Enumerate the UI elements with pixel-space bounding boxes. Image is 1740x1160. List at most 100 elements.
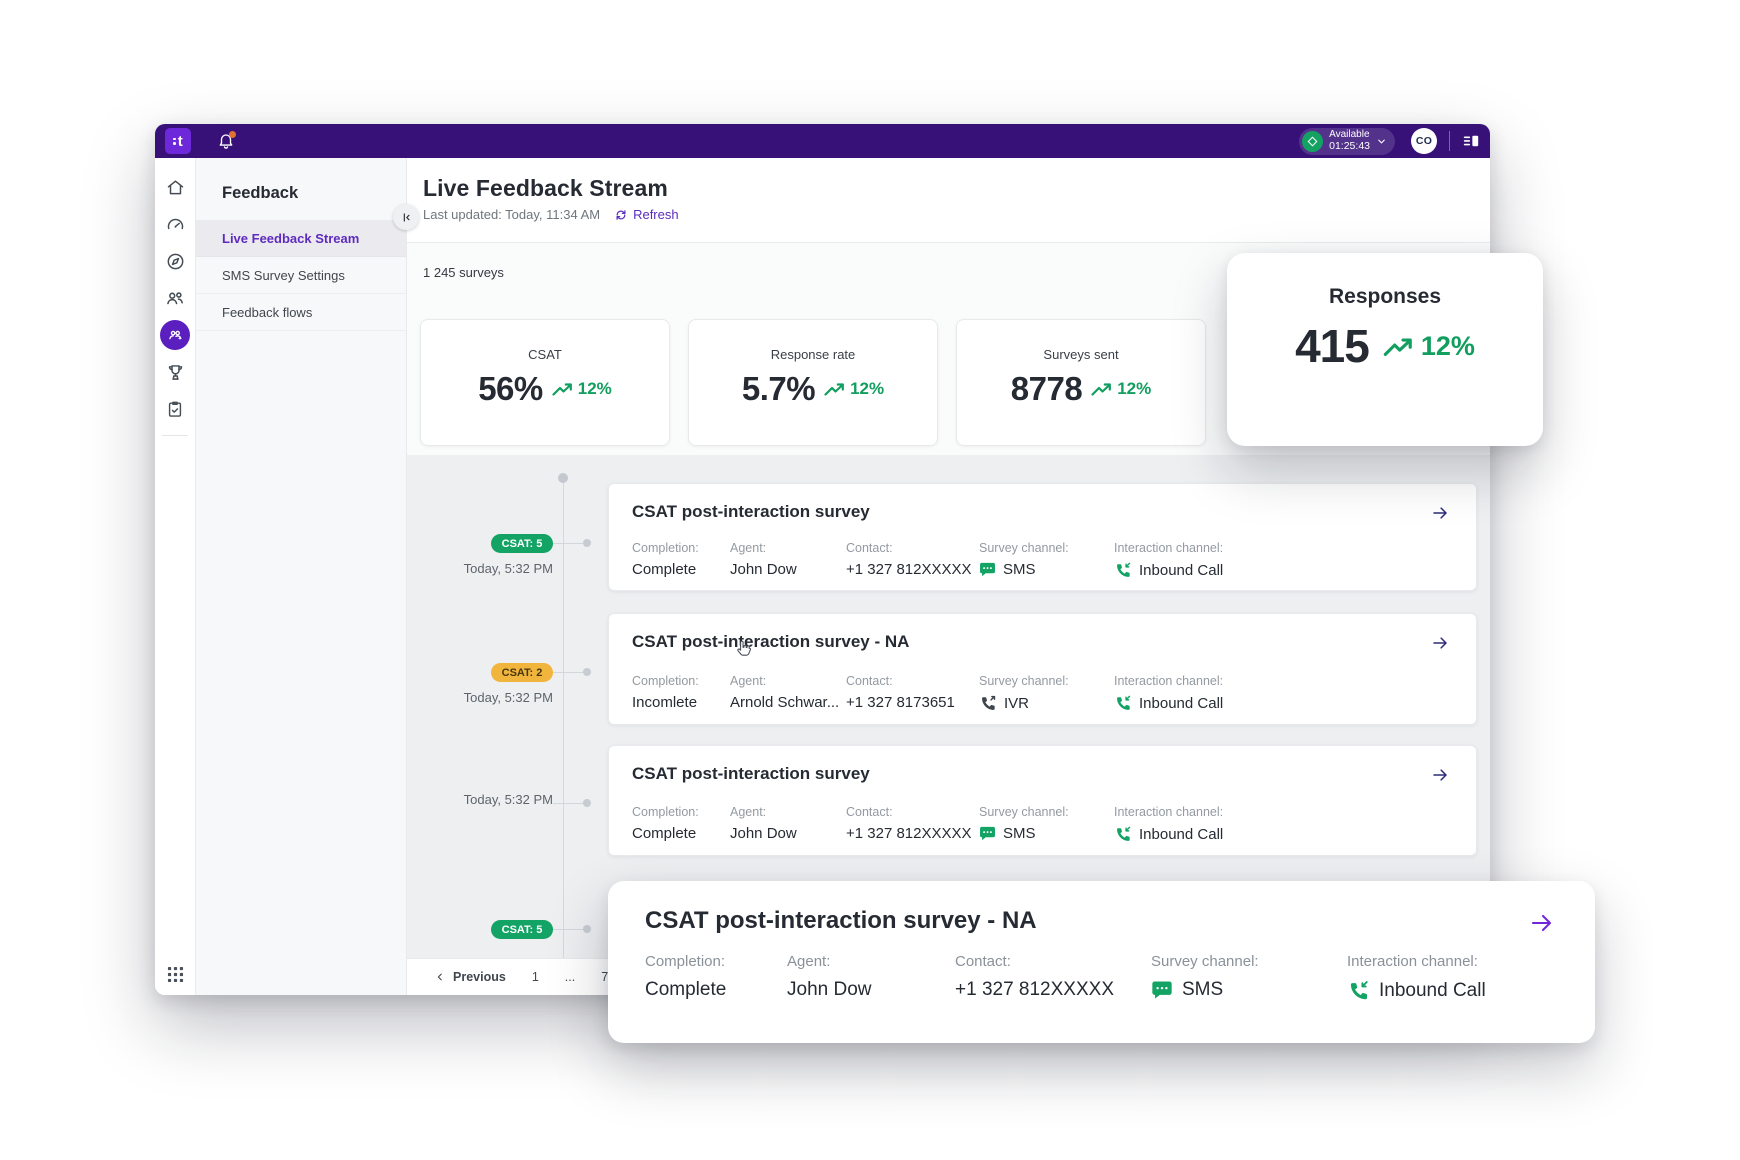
field-label: Interaction channel: [1114, 541, 1224, 555]
responses-trend: 12% [1420, 330, 1475, 361]
field-label: Agent: [787, 953, 831, 970]
status-timer: 01:25:43 [1329, 139, 1370, 152]
field-label: Survey channel: [979, 541, 1069, 555]
stat-value: 5.7% [741, 370, 816, 407]
feedback-icon-active[interactable] [160, 320, 190, 350]
available-status-icon [1302, 130, 1324, 152]
field-label: Contact: [955, 953, 1011, 970]
field-label: Agent: [730, 541, 767, 555]
field-label: Completion: [632, 805, 699, 819]
notifications-button[interactable] [217, 131, 236, 151]
field-label: Contact: [846, 805, 893, 819]
stat-card-surveys-sent[interactable]: Surveys sent 8778 12% [956, 319, 1206, 446]
survey-card-title: CSAT post-interaction survey [632, 764, 870, 783]
timeline-connector [553, 543, 583, 544]
survey-channel-value: SMS [1003, 561, 1036, 578]
sidebar-item-feedback-flows[interactable]: Feedback flows [196, 294, 406, 331]
survey-card[interactable]: CSAT post-interaction survey Completion:… [608, 483, 1477, 591]
page-ellipsis: ... [564, 970, 576, 984]
refresh-icon [616, 209, 626, 220]
contact-value: +1 327 812XXXXX [846, 561, 972, 578]
detail-card-title: CSAT post-interaction survey - NA [645, 907, 1037, 934]
dashboard-icon[interactable] [160, 209, 190, 239]
users-icon[interactable] [160, 283, 190, 313]
tasks-icon[interactable] [160, 394, 190, 424]
open-survey-arrow-icon[interactable] [1430, 766, 1450, 784]
sidebar-item-sms-survey-settings[interactable]: SMS Survey Settings [196, 257, 406, 294]
status-label: Available [1329, 129, 1370, 141]
completion-value: Incomlete [632, 694, 698, 711]
bell-icon [219, 134, 233, 149]
page-number-1[interactable]: 1 [531, 970, 539, 984]
agent-status-selector[interactable]: Available 01:25:43 [1299, 127, 1395, 155]
survey-card[interactable]: CSAT post-interaction survey Completion:… [608, 745, 1477, 856]
stat-card-csat[interactable]: CSAT 56% 12% [420, 319, 670, 446]
timeline-start-dot [558, 473, 568, 483]
open-survey-arrow-icon[interactable] [1430, 634, 1450, 652]
inbound-call-icon [1350, 981, 1368, 1000]
timeline-line [563, 477, 564, 958]
survey-card-title: CSAT post-interaction survey - NA [632, 632, 910, 651]
stat-label: Surveys sent [1043, 347, 1119, 362]
timeline-node-dot [583, 925, 591, 933]
trophy-icon[interactable] [160, 357, 190, 387]
stat-label: Response rate [770, 347, 856, 362]
field-label: Contact: [846, 541, 893, 555]
timeline-timestamp: Today, 5:32 PM [463, 690, 553, 705]
agent-value: John Dow [787, 979, 872, 1000]
survey-detail-popout-card[interactable]: CSAT post-interaction survey - NA Comple… [608, 881, 1595, 1043]
surveys-count: 1 245 surveys [423, 265, 504, 280]
timeline-timestamp: Today, 5:32 PM [463, 561, 553, 576]
stat-value: 56% [478, 370, 543, 407]
contact-value: +1 327 812XXXXX [955, 979, 1114, 1000]
topbar-divider [1449, 131, 1450, 151]
sms-icon [980, 562, 995, 577]
pagination-previous-button[interactable]: Previous [435, 970, 506, 984]
agent-value: John Dow [730, 825, 797, 842]
agent-value: Arnold Schwar... [730, 694, 840, 711]
survey-card[interactable]: CSAT post-interaction survey - NA Comple… [608, 613, 1477, 725]
home-icon[interactable] [160, 172, 190, 202]
logo-letter: t [177, 132, 183, 150]
open-survey-arrow-icon[interactable] [1430, 504, 1450, 522]
chevron-left-icon [437, 973, 442, 981]
survey-card-title: CSAT post-interaction survey [632, 502, 870, 521]
user-avatar[interactable]: CO [1411, 128, 1437, 154]
stat-trend: 12% [577, 379, 612, 398]
timeline-connector [553, 929, 583, 930]
explore-icon[interactable] [160, 246, 190, 276]
interaction-channel-value: Inbound Call [1139, 561, 1224, 579]
survey-channel-value: SMS [1182, 979, 1224, 1000]
apps-grid-icon[interactable] [167, 966, 184, 983]
previous-label: Previous [453, 970, 506, 984]
ivr-phone-icon [982, 695, 996, 710]
field-label: Survey channel: [979, 674, 1069, 688]
field-label: Survey channel: [1151, 953, 1259, 970]
responses-popout-card[interactable]: Responses 415 12% [1227, 253, 1543, 446]
survey-channel-value: IVR [1004, 694, 1030, 712]
field-label: Interaction channel: [1114, 674, 1224, 688]
panel-toggle-icon[interactable] [1462, 132, 1480, 150]
collapse-left-icon [403, 212, 410, 222]
timeline-timestamp: Today, 5:32 PM [463, 792, 553, 807]
page-title: Live Feedback Stream [423, 175, 668, 201]
top-bar: t Available 01:25:43 CO [155, 124, 1490, 158]
stat-trend: 12% [850, 379, 885, 398]
page-number-7[interactable]: 7 [601, 970, 609, 984]
csat-score-badge: CSAT: 2 [491, 663, 553, 682]
interaction-channel-value: Inbound Call [1139, 694, 1224, 712]
refresh-button[interactable]: Refresh [614, 207, 679, 222]
responses-label: Responses [1328, 285, 1442, 308]
sidebar-item-live-feedback-stream[interactable]: Live Feedback Stream [196, 220, 406, 257]
stat-label: CSAT [528, 347, 562, 362]
sms-icon [980, 826, 995, 841]
stat-card-response-rate[interactable]: Response rate 5.7% 12% [688, 319, 938, 446]
timeline-node-dot [583, 668, 591, 676]
rail-divider [162, 435, 188, 436]
open-detail-arrow-icon[interactable] [1528, 911, 1555, 935]
talkdesk-logo[interactable]: t [165, 128, 191, 154]
last-updated-text: Last updated: Today, 11:34 AM [423, 207, 601, 222]
collapse-sidebar-button[interactable] [393, 204, 419, 230]
csat-score-badge: CSAT: 5 [491, 920, 553, 939]
field-label: Completion: [645, 953, 726, 970]
